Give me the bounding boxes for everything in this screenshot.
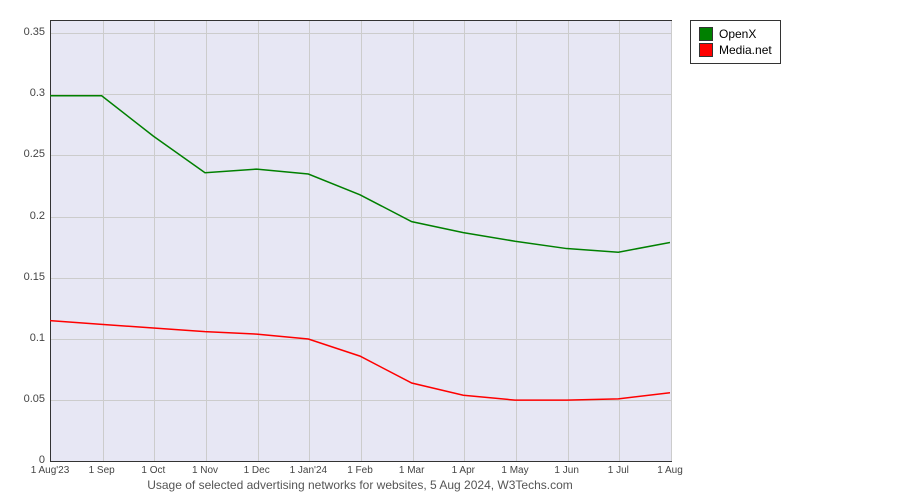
gridline-v <box>568 21 569 461</box>
gridline-v <box>516 21 517 461</box>
xtick-label: 1 Aug <box>657 465 683 476</box>
xtick-label: 1 Jan'24 <box>290 465 328 476</box>
ytick-label: 0.25 <box>5 148 45 160</box>
legend-swatch <box>699 43 713 57</box>
chart-area: 00.050.10.150.20.250.30.351 Aug'231 Sep1… <box>50 20 670 460</box>
xtick-label: 1 Sep <box>89 465 115 476</box>
plot-area <box>50 20 672 462</box>
legend-item: Media.net <box>699 43 772 57</box>
xtick-label: 1 Apr <box>452 465 475 476</box>
xtick-label: 1 Dec <box>244 465 270 476</box>
gridline-v <box>309 21 310 461</box>
xtick-label: 1 Feb <box>347 465 373 476</box>
legend: OpenX Media.net <box>690 20 781 64</box>
gridline-v <box>464 21 465 461</box>
gridline-v <box>671 21 672 461</box>
ytick-label: 0.05 <box>5 393 45 405</box>
ytick-label: 0.1 <box>5 332 45 344</box>
ytick-label: 0.2 <box>5 210 45 222</box>
xtick-label: 1 May <box>501 465 528 476</box>
gridline-v <box>619 21 620 461</box>
gridline-v <box>154 21 155 461</box>
ytick-label: 0.15 <box>5 271 45 283</box>
gridline-v <box>413 21 414 461</box>
chart-container: 00.050.10.150.20.250.30.351 Aug'231 Sep1… <box>0 0 900 500</box>
gridline-v <box>103 21 104 461</box>
chart-caption: Usage of selected advertising networks f… <box>50 478 670 492</box>
gridline-v <box>258 21 259 461</box>
xtick-label: 1 Nov <box>192 465 218 476</box>
xtick-label: 1 Oct <box>141 465 165 476</box>
legend-label: Media.net <box>719 43 772 57</box>
gridline-v <box>206 21 207 461</box>
legend-label: OpenX <box>719 27 756 41</box>
legend-swatch <box>699 27 713 41</box>
xtick-label: 1 Jun <box>554 465 578 476</box>
xtick-label: 1 Mar <box>399 465 425 476</box>
xtick-label: 1 Aug'23 <box>31 465 70 476</box>
legend-item: OpenX <box>699 27 772 41</box>
xtick-label: 1 Jul <box>608 465 629 476</box>
ytick-label: 0.3 <box>5 87 45 99</box>
gridline-v <box>361 21 362 461</box>
ytick-label: 0.35 <box>5 26 45 38</box>
